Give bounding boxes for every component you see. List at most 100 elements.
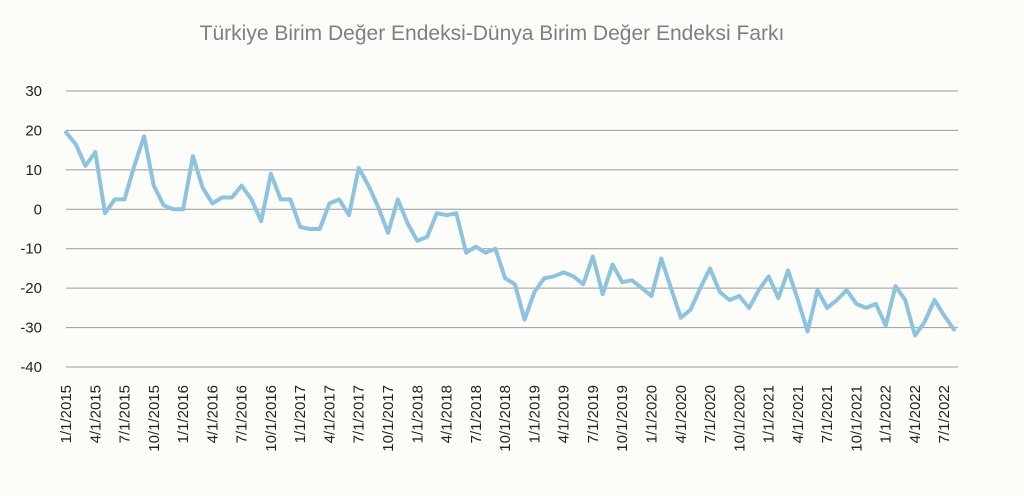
y-tick-label: 0 bbox=[34, 201, 42, 218]
data-point bbox=[932, 298, 936, 302]
data-point bbox=[854, 302, 858, 306]
data-point bbox=[542, 276, 546, 280]
x-tick-label: 10/1/2015 bbox=[146, 385, 163, 452]
x-tick-label: 1/1/2018 bbox=[409, 385, 426, 443]
data-point bbox=[679, 316, 683, 320]
data-point bbox=[913, 333, 917, 337]
x-tick-label: 1/1/2017 bbox=[292, 385, 309, 443]
data-point bbox=[425, 235, 429, 239]
data-point bbox=[162, 203, 166, 207]
x-tick-label: 7/1/2021 bbox=[819, 385, 836, 443]
data-point bbox=[581, 282, 585, 286]
data-point bbox=[591, 255, 595, 259]
data-point bbox=[776, 296, 780, 300]
data-point bbox=[308, 227, 312, 231]
y-tick-label: 20 bbox=[25, 122, 42, 139]
data-point bbox=[288, 197, 292, 201]
y-tick-label: -30 bbox=[20, 320, 42, 337]
data-point bbox=[74, 142, 78, 146]
data-point bbox=[874, 302, 878, 306]
data-point bbox=[191, 154, 195, 158]
data-point bbox=[747, 306, 751, 310]
data-point bbox=[298, 225, 302, 229]
data-point bbox=[786, 268, 790, 272]
data-point bbox=[406, 221, 410, 225]
data-point bbox=[493, 247, 497, 251]
data-point bbox=[347, 213, 351, 217]
data-point bbox=[767, 274, 771, 278]
data-point bbox=[825, 306, 829, 310]
data-point bbox=[113, 197, 117, 201]
data-point bbox=[220, 195, 224, 199]
x-tick-label: 1/1/2019 bbox=[526, 385, 543, 443]
x-tick-label: 7/1/2018 bbox=[468, 385, 485, 443]
data-point bbox=[718, 290, 722, 294]
data-point bbox=[454, 211, 458, 215]
data-point bbox=[893, 284, 897, 288]
x-tick-label: 7/1/2016 bbox=[234, 385, 251, 443]
data-point bbox=[123, 197, 127, 201]
x-tick-label: 4/1/2019 bbox=[556, 385, 573, 443]
series-line bbox=[64, 130, 956, 338]
data-point bbox=[845, 288, 849, 292]
data-point bbox=[318, 227, 322, 231]
gridlines bbox=[66, 90, 958, 368]
data-point bbox=[669, 286, 673, 290]
data-point bbox=[171, 207, 175, 211]
series bbox=[64, 130, 956, 338]
data-point bbox=[230, 195, 234, 199]
x-tick-label: 10/1/2016 bbox=[263, 385, 280, 452]
x-tick-label: 10/1/2021 bbox=[848, 385, 865, 452]
data-point bbox=[484, 251, 488, 255]
data-point bbox=[513, 282, 517, 286]
x-tick-label: 4/1/2016 bbox=[204, 385, 221, 443]
data-point bbox=[923, 320, 927, 324]
data-point bbox=[689, 308, 693, 312]
x-tick-label: 1/1/2022 bbox=[878, 385, 895, 443]
x-tick-label: 10/1/2020 bbox=[731, 385, 748, 452]
x-tick-label: 4/1/2020 bbox=[673, 385, 690, 443]
data-point bbox=[659, 257, 663, 261]
data-point bbox=[835, 298, 839, 302]
x-tick-label: 4/1/2021 bbox=[790, 385, 807, 443]
chart-title: Türkiye Birim Değer Endeksi-Dünya Birim … bbox=[199, 22, 785, 45]
y-tick-label: 30 bbox=[25, 83, 42, 100]
data-point bbox=[464, 251, 468, 255]
data-point bbox=[806, 330, 810, 334]
data-point bbox=[757, 288, 761, 292]
data-point bbox=[864, 306, 868, 310]
x-tick-label: 7/1/2019 bbox=[585, 385, 602, 443]
data-point bbox=[523, 318, 527, 322]
y-tick-label: -10 bbox=[20, 241, 42, 258]
x-tick-label: 4/1/2017 bbox=[321, 385, 338, 443]
data-point bbox=[815, 288, 819, 292]
data-point bbox=[884, 324, 888, 328]
data-point bbox=[903, 298, 907, 302]
data-point bbox=[620, 280, 624, 284]
data-point bbox=[649, 294, 653, 298]
data-point bbox=[562, 270, 566, 274]
data-point bbox=[240, 184, 244, 188]
data-point bbox=[181, 207, 185, 211]
data-point bbox=[532, 290, 536, 294]
y-tick-label: -40 bbox=[20, 359, 42, 376]
data-point bbox=[445, 213, 449, 217]
data-point bbox=[64, 130, 68, 134]
data-point bbox=[415, 239, 419, 243]
data-point bbox=[942, 314, 946, 318]
x-tick-label: 4/1/2015 bbox=[87, 385, 104, 443]
x-tick-label: 10/1/2019 bbox=[614, 385, 631, 452]
data-point bbox=[210, 201, 214, 205]
data-point bbox=[376, 205, 380, 209]
data-point bbox=[386, 231, 390, 235]
data-point bbox=[327, 201, 331, 205]
data-point bbox=[367, 184, 371, 188]
data-point bbox=[93, 150, 97, 154]
y-tick-label: -20 bbox=[20, 280, 42, 297]
data-point bbox=[640, 286, 644, 290]
x-tick-label: 10/1/2017 bbox=[380, 385, 397, 452]
data-point bbox=[337, 197, 341, 201]
x-tick-label: 4/1/2018 bbox=[439, 385, 456, 443]
y-axis: 30 20 10 0 -10 -20 -30 -40 bbox=[20, 83, 42, 376]
